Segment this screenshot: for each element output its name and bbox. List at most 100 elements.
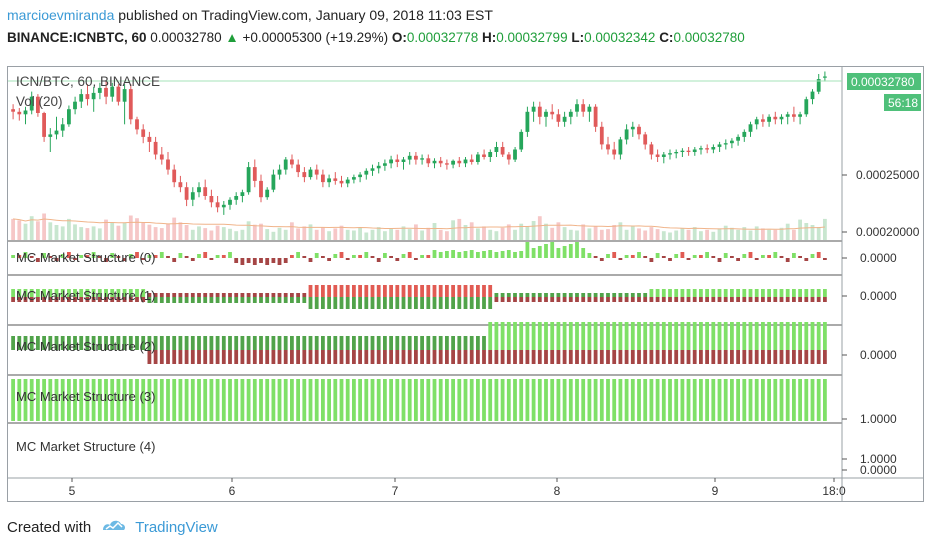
indicator-bar [283, 350, 288, 364]
indicator-bar [352, 379, 356, 421]
candle [265, 187, 270, 200]
candle [730, 138, 734, 149]
indicator-bar [785, 379, 790, 421]
indicator-bar [674, 322, 679, 350]
time-axis[interactable]: 5 6 7 8 9 18:0 [69, 478, 846, 498]
indicator-bar [488, 250, 493, 258]
indicator-bar [655, 253, 660, 258]
indicator-bar [79, 297, 84, 302]
candle [612, 141, 617, 160]
candle [252, 159, 257, 188]
indicator-bar [798, 256, 802, 258]
indicator-bar [816, 322, 821, 350]
indicator-bar [259, 379, 263, 421]
chart-area[interactable]: ICN/BTC, 60, BINANCE Vol (20) 0.00025000… [7, 66, 924, 502]
indicator-bar [742, 379, 747, 421]
indicator-bar [147, 293, 152, 297]
indicator-bar [259, 350, 263, 364]
close-value: 0.00032780 [673, 30, 745, 45]
indicator-bar [686, 322, 691, 350]
indicator-bar [153, 297, 158, 303]
indicator-bar [36, 379, 40, 421]
indicator-bar [513, 252, 517, 258]
indicator-bar [779, 256, 784, 258]
indicator-bar [550, 322, 555, 350]
indicator-bar [599, 258, 604, 261]
candle [221, 201, 226, 215]
indicator-bar [562, 246, 567, 258]
indicator-bar [754, 289, 759, 297]
indicator-bar [246, 293, 251, 297]
volume-bar [73, 224, 77, 240]
indicator-bar [457, 379, 462, 421]
candle [581, 99, 586, 117]
indicator-bar [767, 297, 771, 302]
indicator-bar [494, 252, 499, 258]
indicator-bar [544, 297, 548, 302]
volume-bar [85, 228, 90, 240]
candle [11, 104, 15, 120]
indicator-bar [550, 350, 555, 364]
author-link[interactable]: marcioevmiranda [7, 7, 115, 23]
indicator-bar [407, 285, 412, 297]
indicator-bar [420, 350, 424, 364]
indicator-bar [674, 297, 679, 302]
indicator-bar [141, 336, 146, 350]
indicator-bar [271, 258, 276, 263]
indicator-bar [339, 297, 344, 309]
volume-bar [271, 231, 276, 240]
indicator-bar [754, 258, 759, 260]
indicator-bar [463, 350, 468, 364]
tradingview-link[interactable]: TradingView [135, 518, 218, 536]
indicator-bar [779, 297, 784, 302]
indicator-bar [246, 336, 251, 350]
indicator-bar [550, 242, 555, 258]
indicator-bar [587, 297, 592, 302]
indicator-bar [798, 297, 802, 302]
indicator-bar [476, 297, 480, 309]
candle [661, 152, 666, 164]
indicator-bar [432, 336, 437, 350]
indicator-bar [296, 252, 300, 258]
indicator-bar [197, 254, 201, 258]
indicator-bar [234, 379, 239, 421]
indicator-bar [321, 350, 325, 364]
tradingview-logo-icon[interactable] [101, 517, 127, 537]
indicator-bar [252, 293, 257, 297]
indicator-bar [711, 322, 716, 350]
candle [389, 155, 393, 169]
indicator-bar [655, 322, 660, 350]
indicator-bar [159, 297, 164, 303]
indicator-bar [178, 253, 183, 258]
candle [259, 174, 263, 203]
indicator-bar [674, 379, 679, 421]
indicator-bar [370, 350, 375, 364]
indicator-bar [612, 350, 617, 364]
indicator-bar [717, 297, 722, 302]
indicator-bar [314, 336, 319, 350]
indicator-bar [550, 379, 555, 421]
indicator-bar [36, 297, 40, 302]
indicator-bar [104, 379, 108, 421]
indicator-bar [54, 289, 59, 297]
indicator-bar [680, 379, 685, 421]
indicator-bar [438, 252, 443, 258]
indicator-bar [575, 322, 579, 350]
indicator-bar [500, 379, 505, 421]
price-axis[interactable] [842, 67, 923, 501]
indicator-bar [141, 258, 146, 260]
candle [506, 152, 511, 165]
indicator-bar [792, 379, 796, 421]
indicator-bar [401, 254, 406, 258]
indicator-bar [754, 350, 759, 364]
indicator-bar [705, 350, 709, 364]
volume-bar [562, 227, 567, 240]
close-label: C: [659, 30, 674, 45]
indicator-bar [73, 297, 77, 302]
indicator-bar [581, 350, 586, 364]
chart-svg[interactable]: ICN/BTC, 60, BINANCE Vol (20) 0.00025000… [8, 67, 923, 501]
candle [17, 108, 22, 121]
indicator-bar [11, 289, 15, 297]
indicator-bar [414, 258, 418, 260]
volume-bar [445, 231, 449, 240]
